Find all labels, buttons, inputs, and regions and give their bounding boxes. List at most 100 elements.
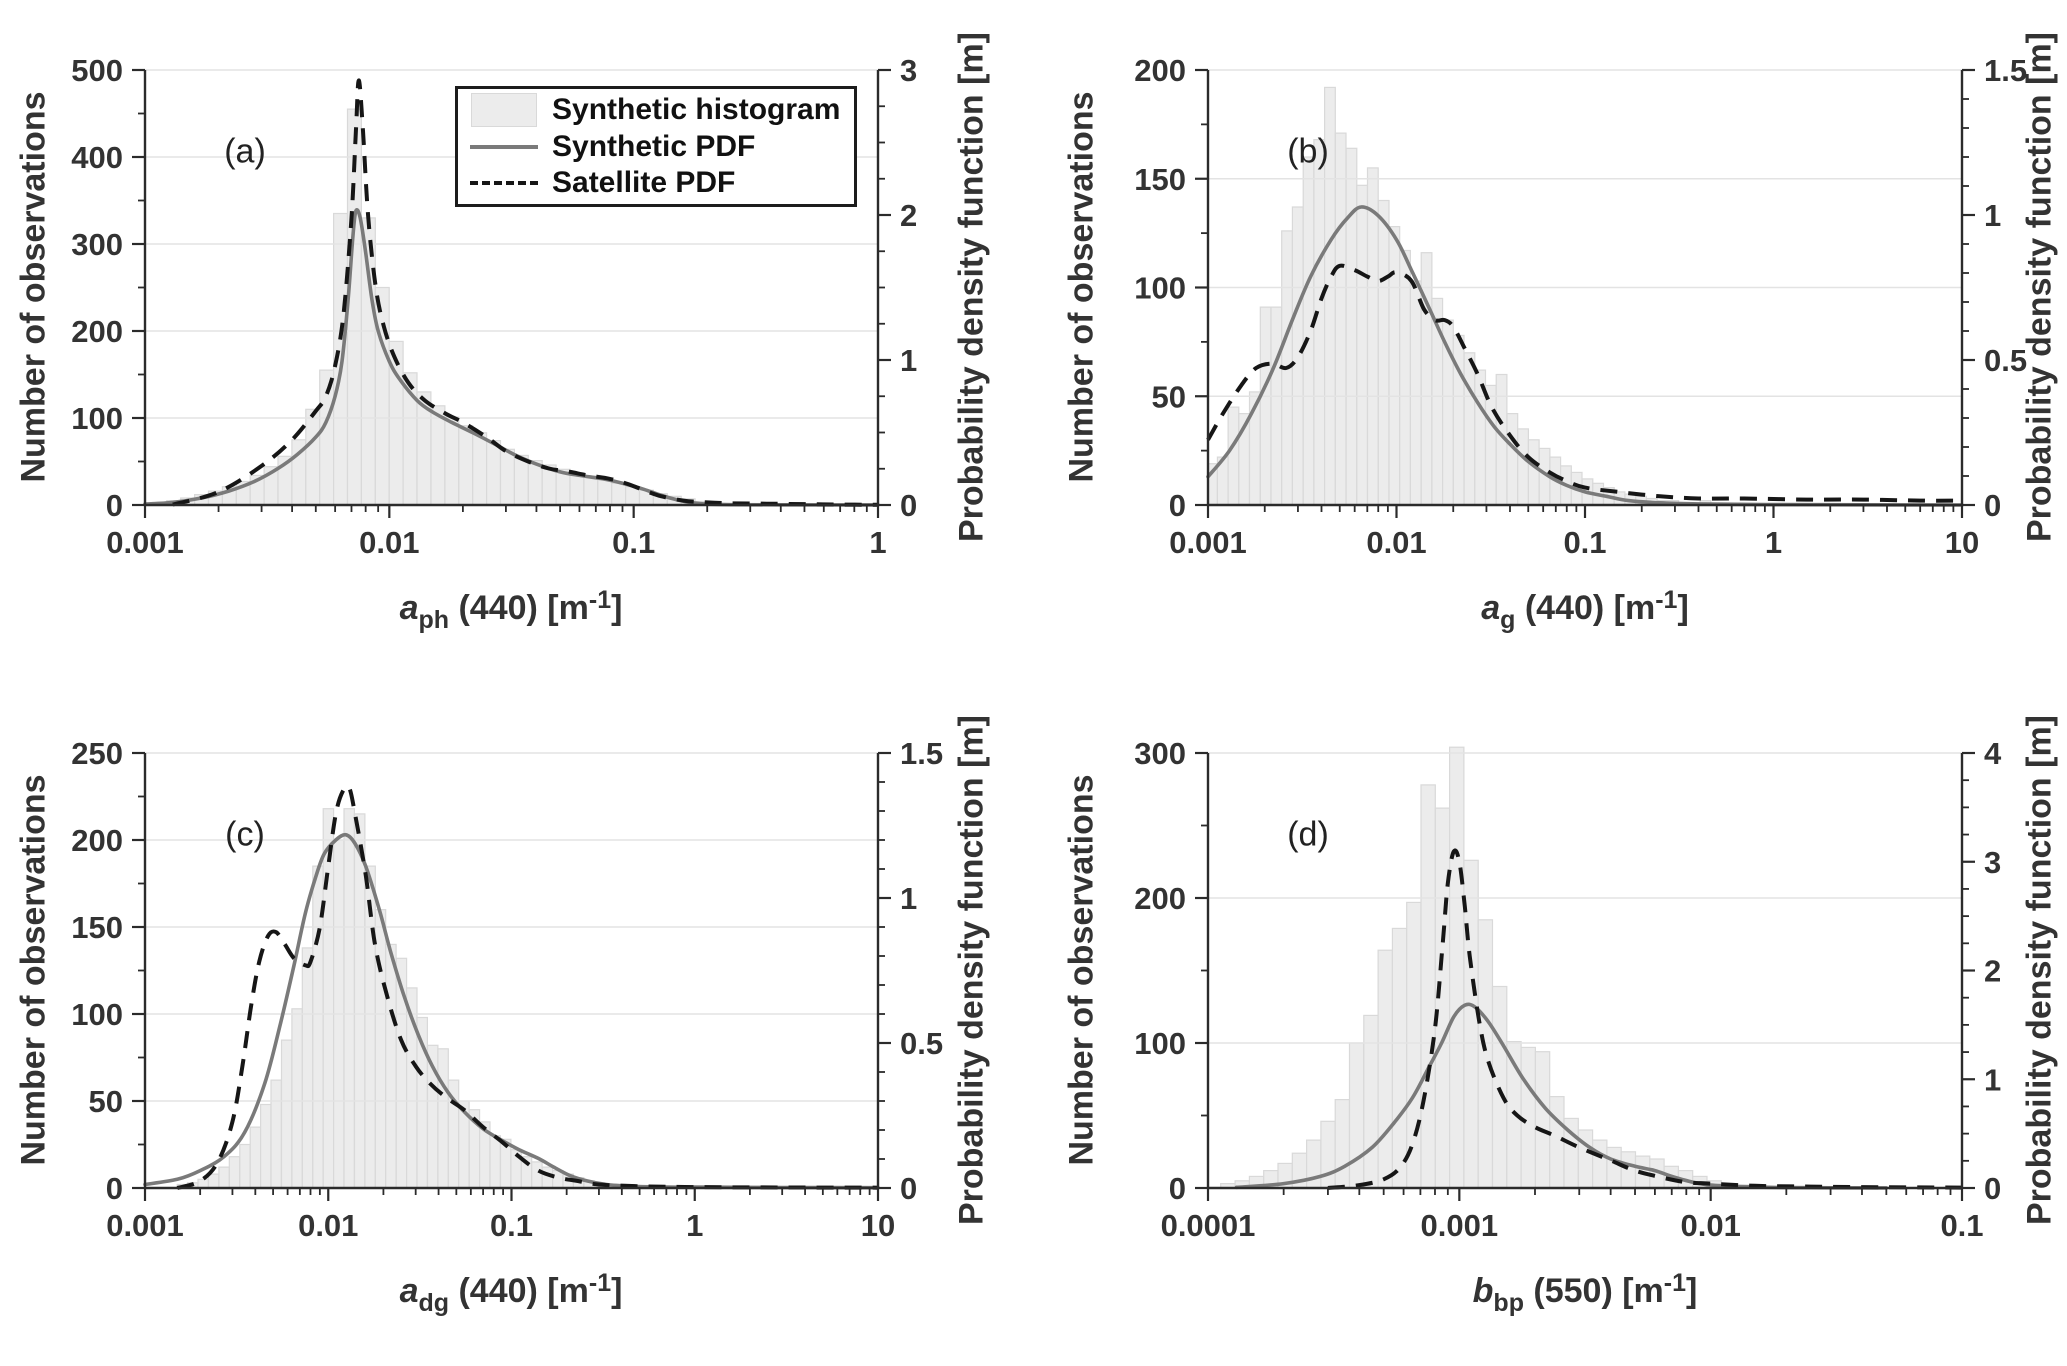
y-right-tick-label: 1.5: [900, 736, 943, 771]
x-var: a: [1481, 589, 1501, 627]
x-tick-label: 1: [869, 525, 886, 560]
synthetic-pdf-curve: [1234, 1002, 1889, 1190]
x-tick-label: 0.1: [612, 525, 655, 560]
histogram-bar: [1620, 1151, 1637, 1189]
y-axis-label-right-b: Probability density function [m]: [2020, 31, 2059, 543]
histogram-bar: [597, 479, 613, 506]
panel-letter-d: (d): [1287, 815, 1329, 854]
histogram-bar: [1270, 306, 1283, 506]
histogram-bar: [1334, 132, 1347, 506]
y-left-tick-label: 100: [1134, 1026, 1186, 1061]
histogram-bar: [1302, 156, 1315, 506]
x-axis-label-a: aph (440) [m-1]: [400, 586, 623, 635]
y-axis-label-right-c: Probability density function [m]: [952, 714, 991, 1226]
x-end: ]: [611, 589, 623, 627]
histogram-bar: [1348, 1042, 1365, 1189]
y-left-tick-label: 100: [71, 997, 123, 1032]
histogram-bar: [1534, 1051, 1551, 1189]
histogram-bar: [1227, 406, 1240, 506]
satellite-pdf-curve: [172, 78, 879, 507]
y-right-tick-label: 0: [1984, 1171, 2001, 1206]
y-left-tick-label: 100: [1134, 271, 1186, 306]
x-end: ]: [1686, 1272, 1698, 1310]
panel-d: 0.0001 0.001 0.01 0.1 0 100 200 300 0 1 2 3 4 Number…: [1034, 683, 2067, 1366]
x-tick-label: 0.1: [1940, 1208, 1983, 1243]
y-right-tick-label: 2: [900, 198, 917, 233]
histogram-bar: [531, 1161, 543, 1189]
y-axis-label-left-c: Number of observations: [14, 774, 53, 1166]
y-right-tick-label: 3: [1984, 845, 2001, 880]
histogram-bar: [291, 1008, 303, 1189]
satellite-pdf-curve: [1206, 263, 1963, 503]
y-right-tick-label: 0: [900, 1171, 917, 1206]
histogram-bar: [385, 943, 397, 1189]
x-mid: (440) [m: [449, 1272, 589, 1310]
y-left-tick-label: 500: [71, 53, 123, 88]
x-tick-label: 0.001: [1421, 1208, 1499, 1243]
histogram-bar: [374, 909, 387, 1189]
y-right-tick-label: 1: [900, 343, 917, 378]
x-tick-label: 0.001: [1169, 525, 1247, 560]
histogram-bar: [1517, 428, 1530, 506]
x-tick-label: 10: [1945, 525, 1979, 560]
y-left-tick-label: 200: [71, 823, 123, 858]
histogram-bar: [1391, 927, 1408, 1189]
y-right-tick-label: 1: [1984, 198, 2001, 233]
y-left-tick-label: 0: [1169, 488, 1186, 523]
histogram-bar: [1334, 1099, 1351, 1189]
histogram-bar: [1363, 1014, 1379, 1189]
histogram-bars: [1220, 746, 1794, 1189]
histogram-bar: [1259, 306, 1272, 506]
histogram-bar: [280, 1039, 293, 1189]
x-tick-label: 0.001: [106, 525, 184, 560]
y-left-tick-label: 0: [1169, 1171, 1186, 1206]
histogram-bar: [322, 808, 335, 1189]
y-right-tick-label: 4: [1984, 736, 2002, 771]
histogram-bar: [260, 1103, 272, 1189]
y-left-tick-label: 150: [1134, 162, 1186, 197]
y-axis-label-right-d: Probability density function [m]: [2020, 714, 2059, 1226]
y-right-tick-label: 0.5: [900, 1026, 943, 1061]
solid-line-swatch-icon: [468, 144, 540, 149]
histogram-bar: [1527, 439, 1540, 506]
histogram-bar: [437, 1048, 449, 1189]
histogram-bar: [1377, 199, 1390, 506]
y-left-tick-label: 200: [1134, 881, 1186, 916]
histogram-bars: [1207, 86, 1712, 506]
y-left-tick-label: 300: [1134, 736, 1186, 771]
x-axis-label-c: adg (440) [m-1]: [400, 1269, 623, 1318]
histogram-bar: [1477, 919, 1494, 1189]
x-tick-label: 10: [861, 1208, 895, 1243]
histogram-bar: [1420, 784, 1436, 1189]
histogram-bar: [1406, 901, 1422, 1189]
y-right-tick-label: 0.5: [1984, 343, 2027, 378]
x-axis-label-b: ag (440) [m-1]: [1481, 586, 1689, 635]
legend-item-synthetic-histogram: Synthetic histogram: [468, 93, 844, 128]
y-left-tick-label: 400: [71, 140, 123, 175]
histogram-bar: [1409, 280, 1422, 506]
histogram-bar: [499, 448, 515, 506]
histogram-bar: [1399, 249, 1412, 506]
histogram-bar: [489, 1135, 501, 1189]
histogram-bar: [430, 405, 446, 506]
y-left-tick-label: 0: [106, 488, 123, 523]
legend-label: Synthetic PDF: [552, 129, 756, 163]
y-right-tick-label: 2: [1984, 954, 2001, 989]
legend: Synthetic histogram Synthetic PDF Satell…: [455, 86, 857, 207]
y-axis-label-left-d: Number of observations: [1062, 774, 1101, 1166]
histogram-bar: [270, 1079, 282, 1189]
y-axis-label-right-a: Probability density function [m]: [952, 31, 991, 543]
panel-c: 0.001 0.01 0.1 1 10 0 50 100 150 200 250 0 0.5 1 1.5 N…: [0, 683, 1033, 1366]
x-tick-label: 1: [686, 1208, 703, 1243]
dashed-line-swatch-icon: [468, 180, 540, 185]
x-var: a: [399, 1272, 419, 1310]
x-sup: -1: [1655, 586, 1678, 614]
x-tick-label: 0.01: [1366, 525, 1426, 560]
x-tick-label: 0.01: [1680, 1208, 1740, 1243]
legend-label: Synthetic histogram: [552, 93, 841, 127]
y-left-tick-label: 50: [89, 1084, 123, 1119]
histogram-bar: [1320, 1120, 1336, 1189]
histogram-bar: [228, 1156, 241, 1189]
